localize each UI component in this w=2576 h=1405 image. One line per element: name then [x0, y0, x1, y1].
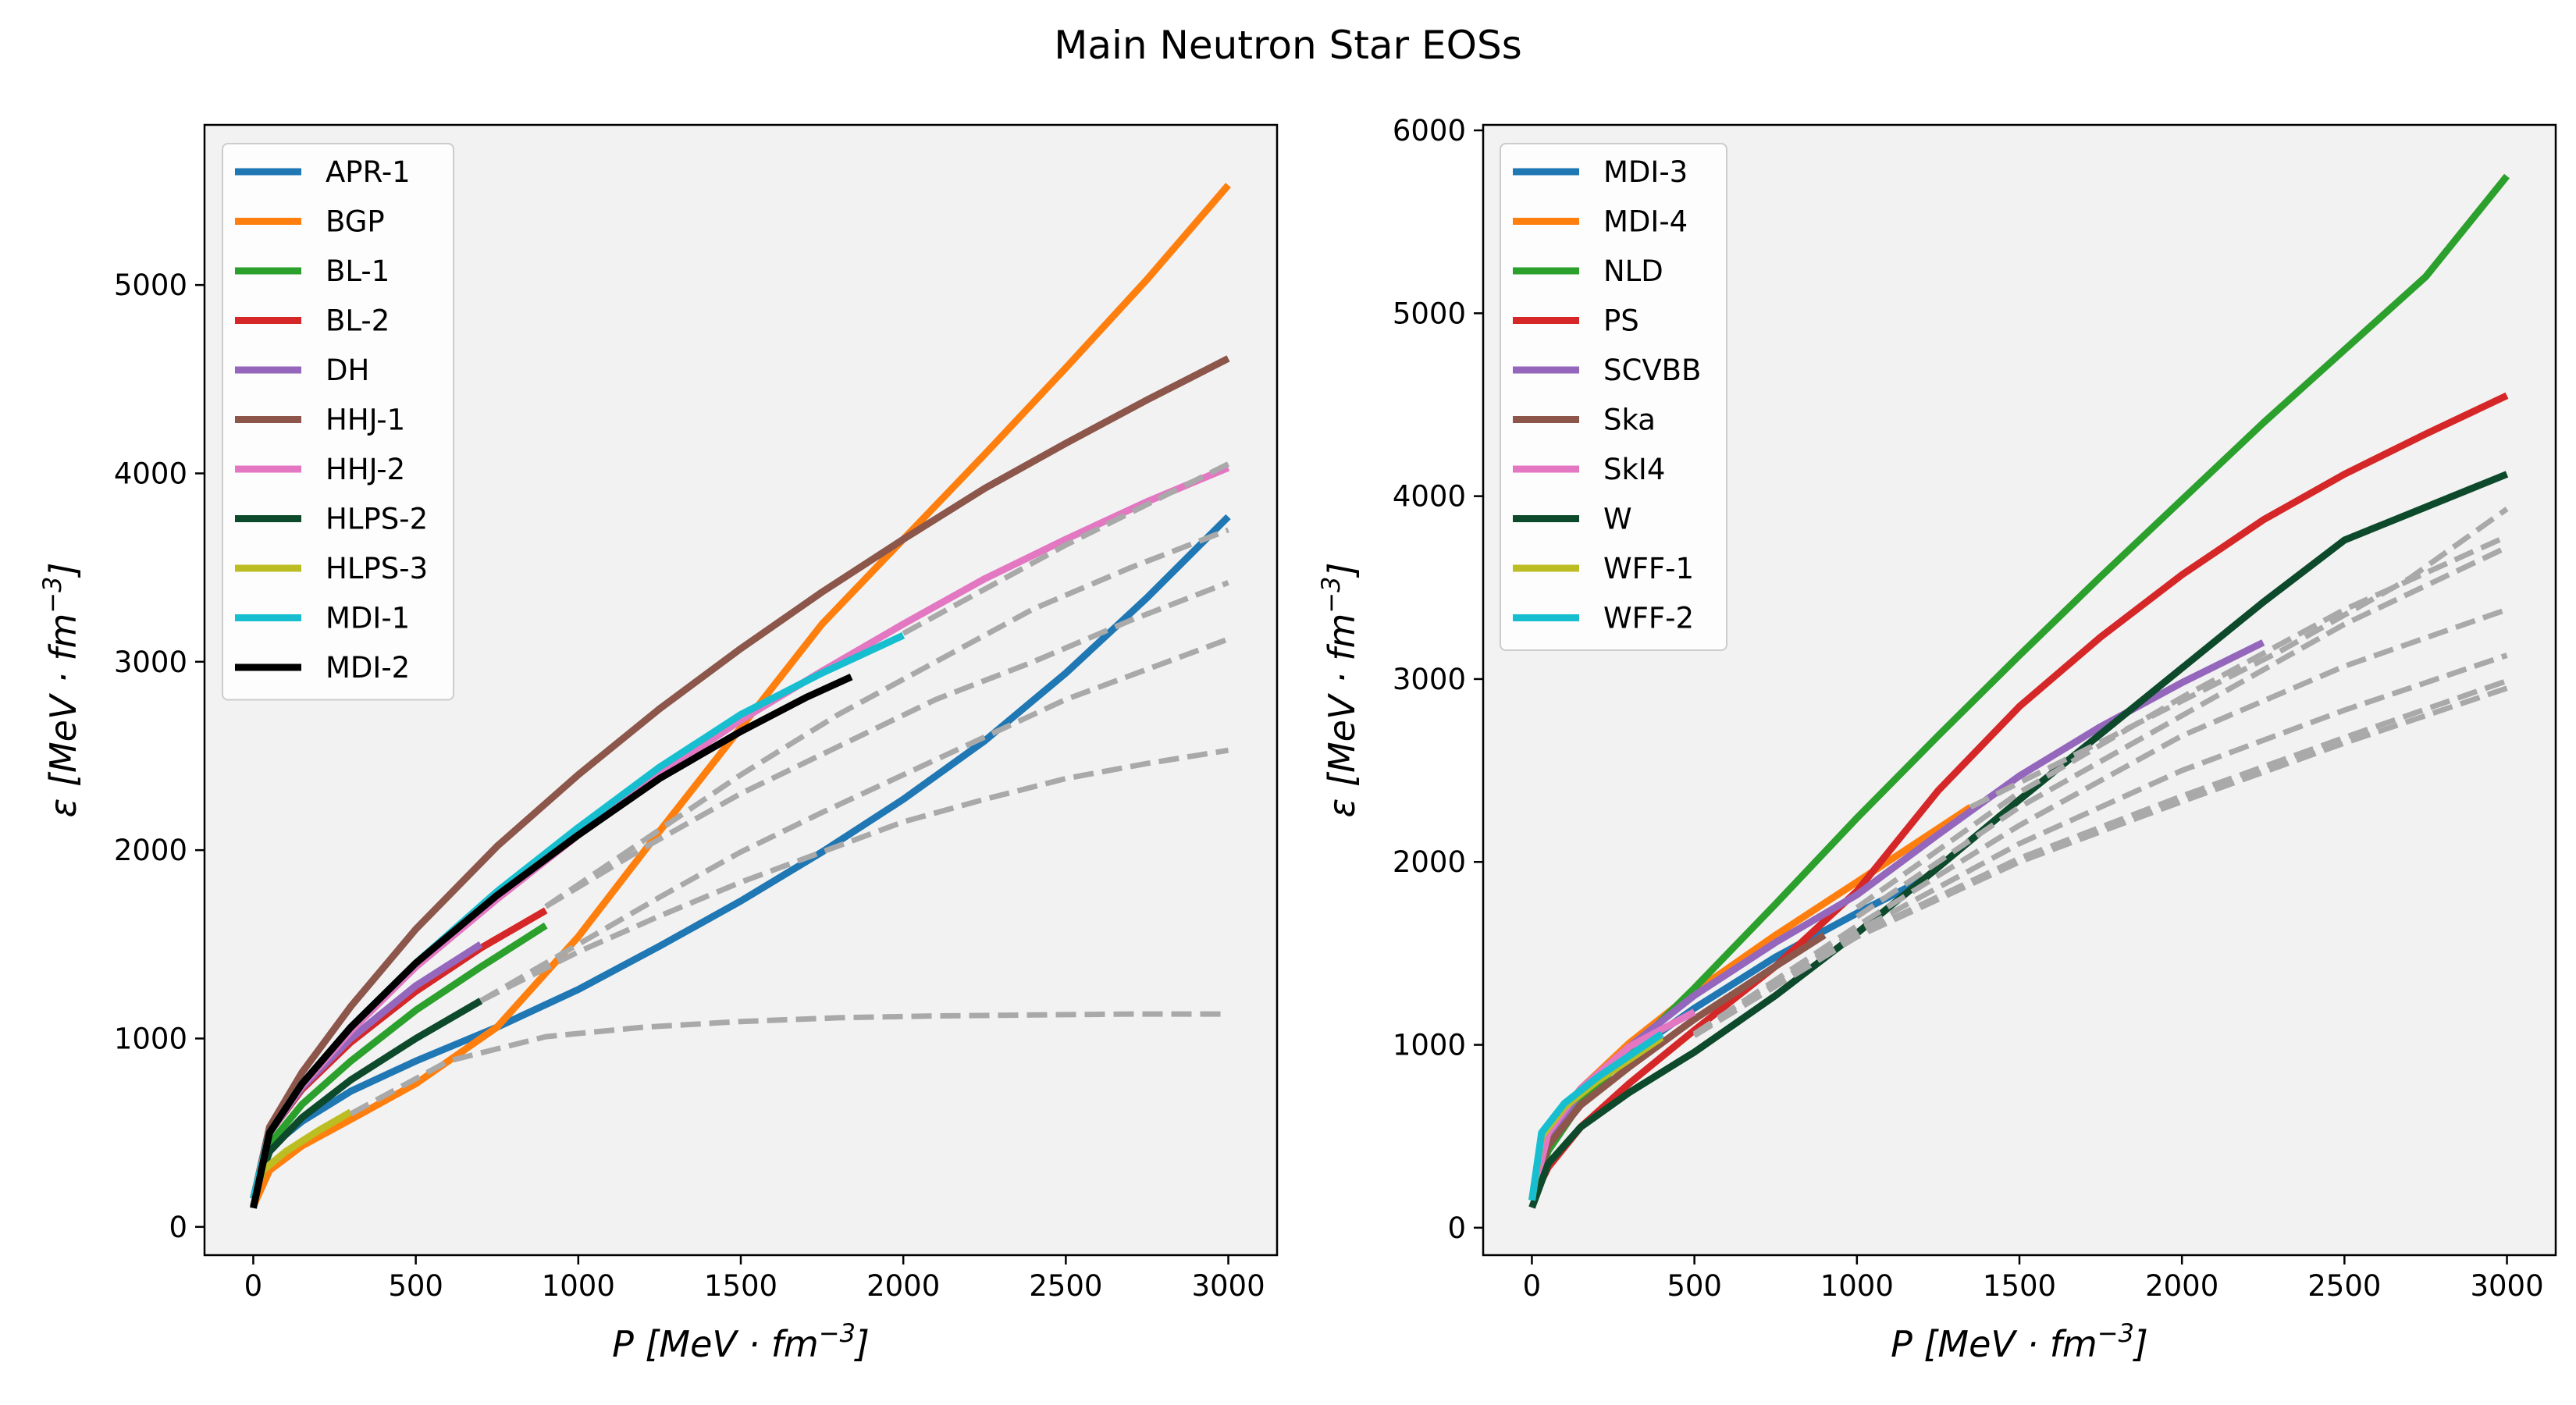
y-tick-label: 4000 [1393, 480, 1466, 514]
y-tick-label: 5000 [114, 269, 187, 302]
right-lines [1528, 173, 2510, 1209]
left-lines [250, 183, 1231, 1209]
legend-label-wff-2: WFF-2 [1603, 602, 1694, 635]
left-x-axis-label: P [MeV · fm−3] [612, 1318, 870, 1365]
reference-dashed-curve-6 [902, 461, 1230, 636]
x-tick-label: 1500 [1983, 1269, 2056, 1303]
x-tick-label: 3000 [1191, 1269, 1265, 1303]
reference-dashed-curve-7 [1969, 507, 2509, 810]
legend-label-ska: Ska [1603, 404, 1656, 437]
y-tick-label: 3000 [1393, 663, 1466, 696]
figure-title: Main Neutron Star EOSs [1054, 23, 1522, 68]
x-tick-label: 2500 [2307, 1269, 2381, 1303]
legend-label-apr-1: APR-1 [326, 155, 411, 189]
legend-label-bl-1: BL-1 [326, 254, 390, 288]
legend-label-wff-1: WFF-1 [1603, 552, 1694, 585]
legend-label-hlps-2: HLPS-2 [326, 503, 428, 536]
legend-label-mdi-2: MDI-2 [326, 651, 410, 685]
y-tick-label: 5000 [1393, 297, 1466, 330]
y-tick-label: 1000 [114, 1022, 187, 1055]
right-legend: MDI-3 MDI-4 NLD PS SCVBB Ska SkI4 W WFF-1 WFF-2 [1500, 143, 1727, 651]
x-tick-label: 2000 [2145, 1269, 2218, 1303]
reference-dashed-curve-4 [1692, 606, 2508, 1037]
y-tick-label: 2000 [114, 834, 187, 867]
x-tick-label: 1000 [1820, 1269, 1894, 1303]
legend-label-mdi-3: MDI-3 [1603, 155, 1688, 189]
legend-label-scvbb: SCVBB [1603, 354, 1701, 387]
legend-label-bgp: BGP [326, 205, 385, 239]
x-tick-label: 0 [1523, 1269, 1542, 1303]
x-tick-label: 0 [244, 1269, 263, 1303]
x-tick-label: 500 [388, 1269, 443, 1303]
reference-dashed-curve-2 [479, 747, 1229, 1004]
y-tick-label: 4000 [114, 457, 187, 490]
x-tick-label: 1500 [704, 1269, 777, 1303]
reference-dashed-curve-3 [479, 636, 1229, 1004]
series-line-nld [1528, 173, 2510, 1202]
reference-dashed-curve-5 [1855, 545, 2508, 919]
legend-label-w: W [1603, 503, 1632, 536]
x-tick-label: 500 [1667, 1269, 1722, 1303]
right-panel: 0 500 1000 1500 2000 2500 3000 0 1000 2000 3000 400… [1316, 114, 2557, 1365]
reference-dashed-curve-5 [544, 527, 1229, 909]
legend-label-hhj-1: HHJ-1 [326, 404, 405, 437]
left-legend: APR-1 BGP BL-1 BL-2 DH HHJ-1 HHJ-2 HLPS-2 HLPS-3… [222, 143, 454, 701]
left-y-axis-label: ε [MeV · fm−3] [37, 563, 84, 818]
series-line-hhj-1 [250, 355, 1230, 1200]
left-panel: 0 500 1000 1500 2000 2500 3000 0 1000 2000 3000 400… [37, 123, 1279, 1365]
y-tick-label: 6000 [1393, 114, 1466, 148]
legend-label-ps: PS [1603, 304, 1639, 338]
reference-dashed-curve-1 [349, 1011, 1229, 1117]
legend-label-dh: DH [326, 354, 369, 387]
series-line-mdi-2 [250, 674, 853, 1209]
y-tick-label: 0 [169, 1211, 187, 1244]
legend-label-bl-2: BL-2 [326, 304, 390, 338]
reference-dashed-curve-3 [1692, 653, 2508, 1038]
y-tick-label: 0 [1447, 1211, 1466, 1245]
legend-box [222, 143, 454, 701]
x-tick-label: 1000 [542, 1269, 615, 1303]
y-tick-label: 3000 [114, 646, 187, 679]
legend-label-nld: NLD [1603, 254, 1663, 288]
series-line-w [1528, 471, 2509, 1209]
series-line-bgp [250, 183, 1231, 1208]
legend-label-mdi-4: MDI-4 [1603, 205, 1688, 239]
y-tick-label: 1000 [1393, 1029, 1466, 1062]
legend-label-mdi-1: MDI-1 [326, 602, 410, 635]
x-tick-label: 2000 [866, 1269, 940, 1303]
legend-label-hhj-2: HHJ-2 [326, 453, 405, 486]
x-tick-label: 2500 [1029, 1269, 1102, 1303]
right-x-axis-label: P [MeV · fm−3] [1891, 1318, 2148, 1365]
x-tick-label: 3000 [2470, 1269, 2543, 1303]
right-y-axis-label: ε [MeV · fm−3] [1316, 563, 1363, 818]
y-tick-label: 2000 [1393, 845, 1466, 879]
reference-dashed-curve-4 [544, 580, 1229, 909]
reference-dashed-curve-6 [1855, 534, 2508, 910]
legend-label-hlps-3: HLPS-3 [326, 552, 428, 585]
series-line-apr-1 [250, 514, 1231, 1208]
series-line-wff-2 [1528, 1030, 1664, 1201]
legend-label-ski4: SkI4 [1603, 453, 1665, 486]
